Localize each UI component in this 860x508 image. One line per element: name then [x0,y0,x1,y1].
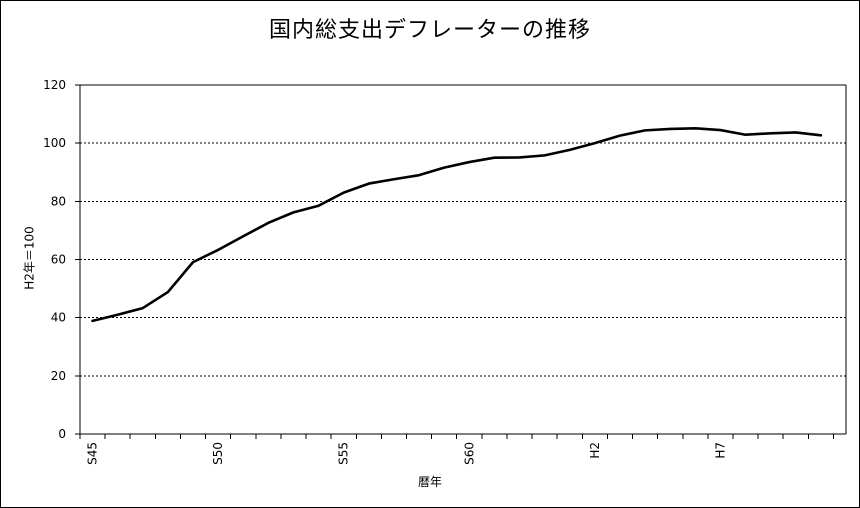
y-tick-label: 20 [51,369,66,383]
x-tick-label: S45 [86,442,100,465]
series-line [91,127,823,323]
x-tick-label: S50 [211,442,225,465]
x-tick-label: S60 [462,442,476,465]
y-tick-label: 0 [58,427,66,441]
y-tick-label: 100 [43,136,66,150]
chart-title: 国内総支出デフレーターの推移 [268,18,591,43]
x-tick-label: H7 [713,442,727,459]
x-tick-label: S55 [337,442,351,465]
y-tick-label: 60 [51,253,66,267]
x-tick-label: H2 [588,442,602,459]
y-tick-label: 40 [51,311,66,325]
y-tick-label: 120 [43,78,66,92]
y-tick-label: 80 [51,194,66,208]
x-axis-label: 暦年 [417,475,442,489]
